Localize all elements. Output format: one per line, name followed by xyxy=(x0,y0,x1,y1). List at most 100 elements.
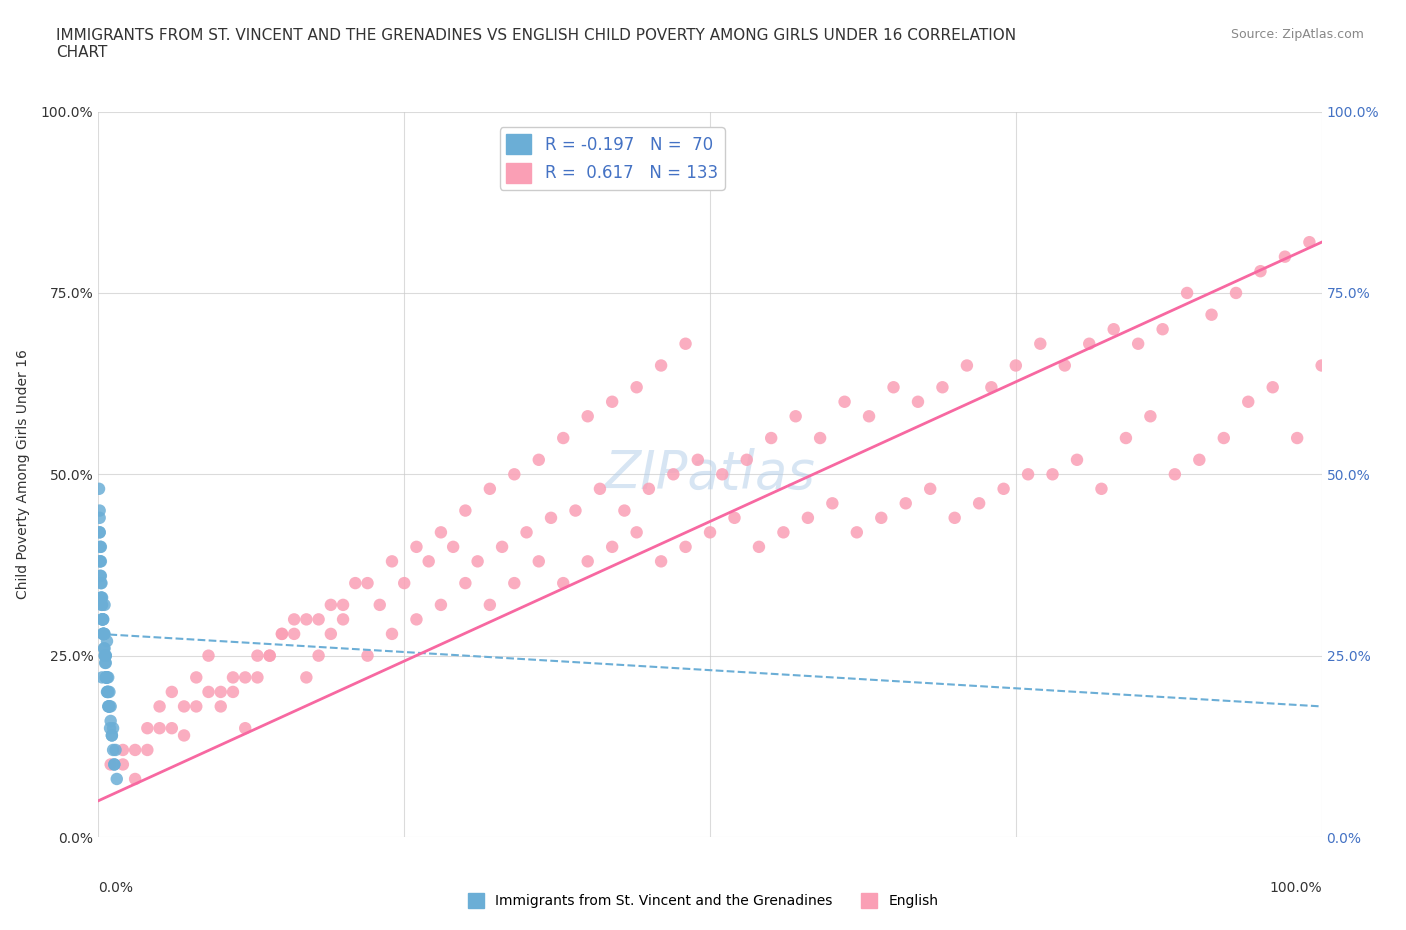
Point xyxy=(540,511,562,525)
Point xyxy=(100,699,122,714)
Point xyxy=(418,554,440,569)
Point xyxy=(94,648,117,663)
Point xyxy=(149,699,172,714)
Point xyxy=(845,525,868,539)
Point xyxy=(105,772,128,787)
Point xyxy=(392,576,416,591)
Point xyxy=(699,525,721,539)
Point xyxy=(94,648,117,663)
Point xyxy=(91,627,114,642)
Point xyxy=(943,511,966,525)
Point xyxy=(93,597,115,612)
Point xyxy=(1310,358,1333,373)
Point xyxy=(90,591,112,605)
Point xyxy=(405,612,427,627)
Point xyxy=(1225,286,1247,300)
Point xyxy=(1188,452,1211,467)
Point xyxy=(94,656,117,671)
Point xyxy=(89,511,111,525)
Point xyxy=(96,670,118,684)
Point xyxy=(356,576,378,591)
Point xyxy=(931,379,953,394)
Point xyxy=(97,684,120,699)
Point xyxy=(91,670,114,684)
Point xyxy=(626,379,648,394)
Point xyxy=(1078,337,1101,352)
Text: ZIPatlas: ZIPatlas xyxy=(605,448,815,500)
Point xyxy=(94,656,117,671)
Point xyxy=(111,757,134,772)
Point xyxy=(503,576,526,591)
Point xyxy=(870,511,893,525)
Y-axis label: Child Poverty Among Girls Under 16: Child Poverty Among Girls Under 16 xyxy=(15,350,30,599)
Point xyxy=(920,482,942,497)
Point xyxy=(101,721,124,736)
Point xyxy=(104,742,127,757)
Point xyxy=(270,627,294,642)
Point xyxy=(516,525,538,539)
Point xyxy=(90,591,112,605)
Point xyxy=(89,525,111,539)
Point xyxy=(553,576,575,591)
Point xyxy=(97,684,120,699)
Point xyxy=(97,684,120,699)
Point xyxy=(381,554,404,569)
Point xyxy=(94,648,117,663)
Point xyxy=(96,670,118,684)
Point xyxy=(93,627,115,642)
Point xyxy=(89,525,111,539)
Point xyxy=(797,511,820,525)
Point xyxy=(576,409,599,424)
Point xyxy=(283,627,305,642)
Point xyxy=(91,612,114,627)
Point xyxy=(430,597,453,612)
Point xyxy=(1175,286,1198,300)
Point xyxy=(96,633,118,648)
Point xyxy=(1090,482,1112,497)
Point xyxy=(96,670,118,684)
Point xyxy=(97,699,120,714)
Point xyxy=(1115,431,1137,445)
Point xyxy=(259,648,281,663)
Point xyxy=(344,576,367,591)
Point xyxy=(295,670,318,684)
Point xyxy=(527,452,550,467)
Point xyxy=(405,539,427,554)
Point xyxy=(589,482,612,497)
Point xyxy=(576,554,599,569)
Point xyxy=(93,627,115,642)
Point xyxy=(613,503,636,518)
Point xyxy=(136,721,159,736)
Point xyxy=(101,742,124,757)
Point xyxy=(1250,264,1272,279)
Point xyxy=(197,684,219,699)
Point xyxy=(259,648,281,663)
Point xyxy=(491,539,513,554)
Point xyxy=(91,591,114,605)
Point xyxy=(101,728,124,743)
Point xyxy=(308,612,330,627)
Point xyxy=(711,467,734,482)
Point xyxy=(650,358,672,373)
Point xyxy=(1042,467,1064,482)
Point xyxy=(650,554,672,569)
Point xyxy=(821,496,844,511)
Point xyxy=(1139,409,1161,424)
Point xyxy=(1201,307,1223,322)
Point xyxy=(91,597,114,612)
Point xyxy=(89,568,111,583)
Point xyxy=(600,394,623,409)
Point xyxy=(91,612,114,627)
Legend: R = -0.197   N =  70, R =  0.617   N = 133: R = -0.197 N = 70, R = 0.617 N = 133 xyxy=(499,127,724,190)
Point xyxy=(111,742,134,757)
Point xyxy=(308,648,330,663)
Point xyxy=(90,568,112,583)
Point xyxy=(97,699,120,714)
Point xyxy=(91,612,114,627)
Point xyxy=(441,539,464,554)
Point xyxy=(173,728,195,743)
Point xyxy=(1261,379,1284,394)
Point xyxy=(675,337,697,352)
Point xyxy=(638,482,661,497)
Point xyxy=(91,612,114,627)
